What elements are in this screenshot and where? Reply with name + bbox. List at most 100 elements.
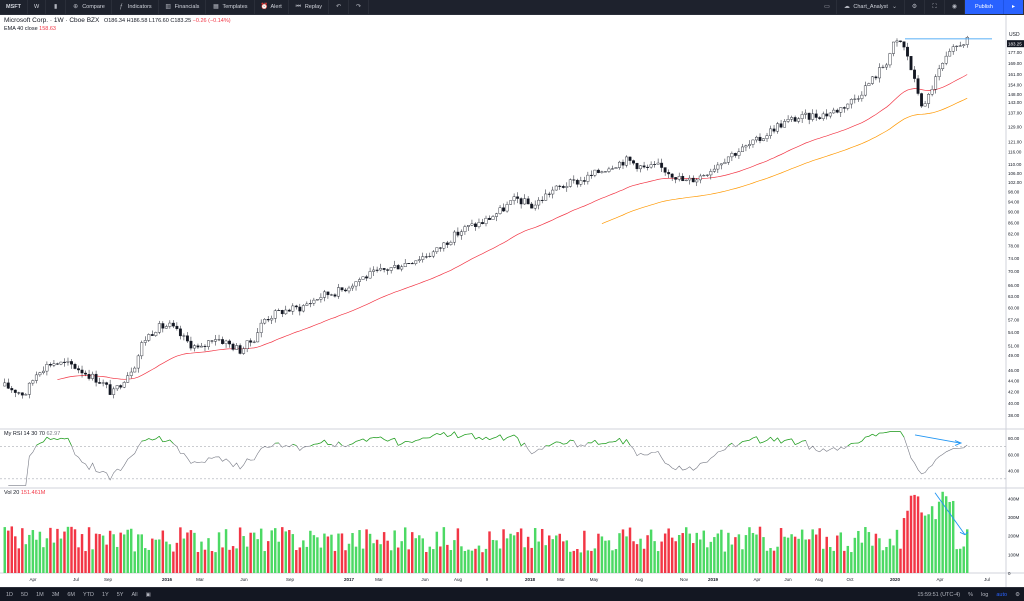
rsi-legend[interactable]: My RSI 14 30 70 62.97 [4,431,60,437]
volume-bar [850,552,852,573]
chart-canvas[interactable]: USD185.00177.00169.00161.00154.00148.001… [0,15,1024,587]
candle-body [183,336,185,337]
candle-body [959,46,961,47]
range-button-1d[interactable]: 1D [2,592,17,598]
volume-bar [516,532,518,573]
range-button-5d[interactable]: 5D [17,592,32,598]
candle-body [622,162,624,165]
compare-label: Compare [82,4,105,10]
candle-body [102,383,104,384]
rsi-overbought-segment [872,434,876,436]
candle-body [267,319,269,320]
price-tick-label: 116.00 [1008,150,1022,155]
candle-body [689,178,691,180]
volume-bar [492,540,494,573]
candle-body [797,119,799,122]
auto-toggle[interactable]: auto [992,592,1011,598]
clock-label[interactable]: 15:59:51 (UTC-4) [913,592,964,598]
redo-button[interactable]: ↷ [349,0,369,14]
price-tick-label: 106.00 [1008,171,1022,176]
candle-body [474,224,476,227]
range-button-3m[interactable]: 3M [48,592,64,598]
log-toggle[interactable]: log [977,592,992,598]
volume-bar [804,540,806,573]
redo-icon: ↷ [355,4,362,11]
range-button-ytd[interactable]: YTD [79,592,98,598]
volume-bar [249,533,251,573]
rsi-overbought-segment [50,439,54,440]
volume-bar [910,496,912,573]
volume-bar [116,547,118,573]
candle-body [601,172,603,173]
volume-bar [218,532,220,573]
rsi-overbought-segment [145,439,149,441]
volume-bar [892,545,894,573]
financials-button[interactable]: ▥Financials [159,0,207,14]
volume-bar [843,551,845,573]
compare-button[interactable]: ⊕Compare [66,0,112,14]
chart-style-button[interactable]: ▮ [46,0,66,14]
range-button-1y[interactable]: 1Y [98,592,113,598]
rsi-overbought-segment [310,444,314,446]
settings-gear-icon[interactable]: ⚙ [1011,592,1024,598]
volume-bar [896,530,898,573]
candle-body [587,175,589,181]
undo-button[interactable]: ↶ [329,0,349,14]
candle-body [278,310,280,311]
rsi-overbought-segment [619,438,623,444]
volume-bar [580,552,582,573]
volume-bar [67,527,69,573]
replay-button[interactable]: ⏮Replay [289,0,329,14]
volume-bar [109,531,111,573]
low-value: L176.60 [149,18,169,24]
layout-name-button[interactable]: ☁Chart_Analyst⌄ [837,0,905,14]
rsi-overbought-segment [377,437,381,438]
financials-label: Financials [175,4,200,10]
range-button-5y[interactable]: 5Y [113,592,128,598]
volume-bar [362,549,364,573]
publish-button[interactable]: Publish [965,0,1003,14]
volume-bar [81,534,83,573]
rsi-overbought-segment [398,444,402,446]
range-button-1m[interactable]: 1M [32,592,48,598]
volume-bar [274,528,276,573]
rsi-divergence-arrow [915,435,960,443]
volume-bar [204,550,206,573]
snapshot-button[interactable]: ◉ [945,0,965,14]
volume-bar [25,544,27,573]
rsi-overbought-segment [778,438,782,443]
interval-button[interactable]: W [28,0,46,14]
rsi-overbought-segment [444,432,448,436]
volume-legend[interactable]: Vol 20 151.461M [4,490,45,496]
fullscreen-button[interactable]: ⛶ [925,0,945,14]
volume-bar [748,527,750,573]
range-button-6m[interactable]: 6M [63,592,79,598]
rsi-overbought-segment [163,441,167,442]
chart-area[interactable]: USD185.00177.00169.00161.00154.00148.001… [0,15,1024,587]
rsi-overbought-segment [451,432,455,436]
candle-body [878,68,880,78]
candle-body [597,170,599,173]
goto-date-icon[interactable]: ▣ [142,592,155,598]
candle-body [685,180,687,181]
settings-button[interactable]: ⚙ [905,0,925,14]
candle-body [221,339,223,343]
range-button-all[interactable]: All [127,592,141,598]
candle-body [815,114,817,118]
symbol-search-button[interactable]: MSFT [0,0,28,14]
play-button[interactable]: ▸ [1003,0,1024,14]
rsi-overbought-segment [360,439,364,440]
percent-toggle[interactable]: % [964,592,977,598]
volume-bar [632,541,634,573]
ema-legend[interactable]: EMA 40 close 158.63 [4,26,56,32]
templates-button[interactable]: ▦Templates [206,0,254,14]
candle-body [717,165,719,169]
publish-label: Publish [975,4,993,10]
rsi-overbought-segment [598,444,602,445]
layout-name-label: Chart_Analyst [853,4,888,10]
volume-bar [762,537,764,573]
alert-button[interactable]: ⏰Alert [255,0,289,14]
price-tick-label: 82.00 [1008,232,1020,237]
layout-button[interactable]: ▭ [817,0,837,14]
